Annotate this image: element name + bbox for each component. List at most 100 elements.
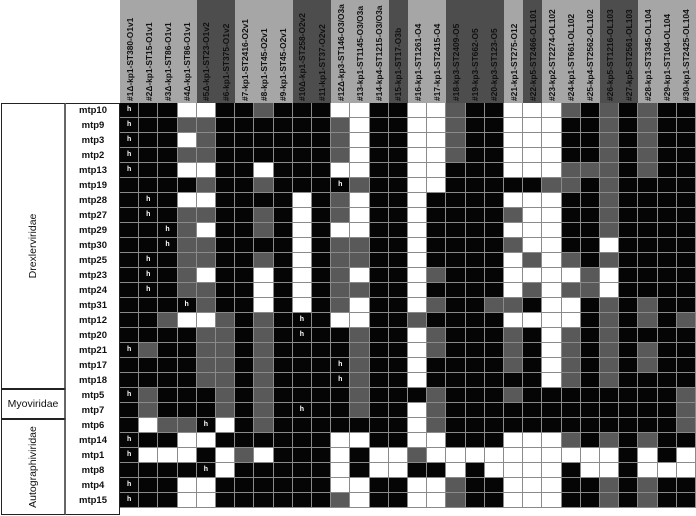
heatmap-cell: [408, 403, 428, 418]
column-header: #23-kp2-ST2274-OL102: [542, 0, 562, 103]
column-header: #7-kp1-ST2416-O2v1: [235, 0, 255, 103]
heatmap-cell: [561, 418, 581, 433]
heatmap-cell: [676, 283, 696, 298]
heatmap-cell: [216, 403, 236, 418]
heatmap-cell: [216, 103, 236, 118]
heatmap-cell: [312, 178, 332, 193]
heatmap-cell: [523, 433, 543, 448]
heatmap-cell: [427, 343, 447, 358]
heatmap-cell: [158, 208, 178, 223]
heatmap-cell: [446, 298, 466, 313]
heatmap-cell: [561, 193, 581, 208]
heatmap-cell: [331, 253, 351, 268]
heatmap-cell: [388, 238, 408, 253]
heatmap-cell: [139, 148, 159, 163]
heatmap-cell: [331, 268, 351, 283]
heatmap-cell: [120, 328, 140, 343]
heatmap-cell: [542, 478, 562, 493]
heatmap-cell: [408, 178, 428, 193]
heatmap-cell: [600, 463, 620, 478]
heatmap-cell: [408, 163, 428, 178]
heatmap-cell: [465, 358, 485, 373]
heatmap-cell: [542, 403, 562, 418]
heatmap-cell: [542, 358, 562, 373]
heatmap-cell: [638, 178, 658, 193]
heatmap-cell: [350, 118, 370, 133]
heatmap-cell: [676, 208, 696, 223]
heatmap-cell: [504, 193, 524, 208]
heatmap-cell: [465, 148, 485, 163]
heatmap-cell: [561, 433, 581, 448]
heatmap-cell: [139, 313, 159, 328]
heatmap-cell: [523, 178, 543, 193]
heatmap-cell: [216, 268, 236, 283]
heatmap-cell: [446, 433, 466, 448]
heatmap-cell: h: [292, 328, 312, 343]
family-autographiviridae: Autographiviridae: [1, 419, 66, 515]
heatmap-cell: [350, 268, 370, 283]
heatmap-cell: [312, 493, 332, 508]
heatmap-row: h: [120, 223, 696, 238]
heatmap-cell: [408, 373, 428, 388]
column-header: #14-kp4-ST1215-O3/O3a: [369, 0, 389, 103]
heatmap-cell: [504, 358, 524, 373]
heatmap-cell: [465, 268, 485, 283]
column-label: #8-kp1-ST45-O2v1: [258, 28, 269, 101]
heatmap-cell: [484, 403, 504, 418]
heatmap-cell: [580, 448, 600, 463]
heatmap-cell: [427, 328, 447, 343]
row-label: mtp2: [81, 150, 105, 161]
heatmap-cell: [158, 313, 178, 328]
heatmap-cell: [619, 493, 639, 508]
heatmap-cell: [580, 223, 600, 238]
heatmap-cell: [331, 493, 351, 508]
heatmap-cell: [312, 133, 332, 148]
heatmap-cell: [600, 373, 620, 388]
heatmap-cell: [235, 463, 255, 478]
heatmap-cell: [484, 343, 504, 358]
heatmap-cell: [427, 178, 447, 193]
heatmap-cell: [235, 253, 255, 268]
row-label: mtp12: [79, 315, 107, 326]
heatmap-cell: [676, 193, 696, 208]
heatmap-cell: [254, 358, 274, 373]
heatmap-cell: [158, 193, 178, 208]
heatmap-cell: [177, 493, 197, 508]
heatmap-cell: [158, 403, 178, 418]
heatmap-cell: [408, 463, 428, 478]
heatmap-cell: [331, 403, 351, 418]
heatmap-cell: [388, 373, 408, 388]
heatmap-cell: [369, 298, 389, 313]
heatmap-cell: [542, 448, 562, 463]
heatmap-cell: [619, 448, 639, 463]
heatmap-row: h: [120, 403, 696, 418]
heatmap-cell: [292, 388, 312, 403]
heatmap-cell: [388, 433, 408, 448]
heatmap-cell: [600, 178, 620, 193]
heatmap-cell: [523, 418, 543, 433]
heatmap-cell: h: [158, 223, 178, 238]
heatmap-cell: h: [120, 388, 140, 403]
heatmap-cell: [235, 388, 255, 403]
heatmap-cell: [638, 283, 658, 298]
heatmap-cell: [369, 478, 389, 493]
heatmap-cell: [484, 133, 504, 148]
heatmap-cell: [676, 478, 696, 493]
heatmap-cell: [254, 178, 274, 193]
heatmap-cell: [312, 418, 332, 433]
column-header-band: #1Δ-kp1-ST380-O1v1 #2Δ-kp1-ST15-O1v1 #3Δ-k…: [120, 0, 696, 103]
column-label: #27-kp5-ST2561-OL103: [623, 9, 634, 101]
heatmap-cell: h: [120, 118, 140, 133]
heatmap-cell: [273, 148, 293, 163]
heatmap-cell: [273, 238, 293, 253]
heatmap-row: h: [120, 358, 696, 373]
heatmap-cell: [600, 418, 620, 433]
heatmap-cell: h: [139, 283, 159, 298]
heatmap-cell: [235, 238, 255, 253]
heatmap-cell: [657, 493, 677, 508]
column-header: #12Δ-kp3-ST146-O3/O3a: [331, 0, 351, 103]
heatmap-cell: [177, 463, 197, 478]
column-header: #28-kp1-ST3345-OL104: [638, 0, 658, 103]
heatmap-cell: [369, 163, 389, 178]
heatmap-cell: [158, 268, 178, 283]
